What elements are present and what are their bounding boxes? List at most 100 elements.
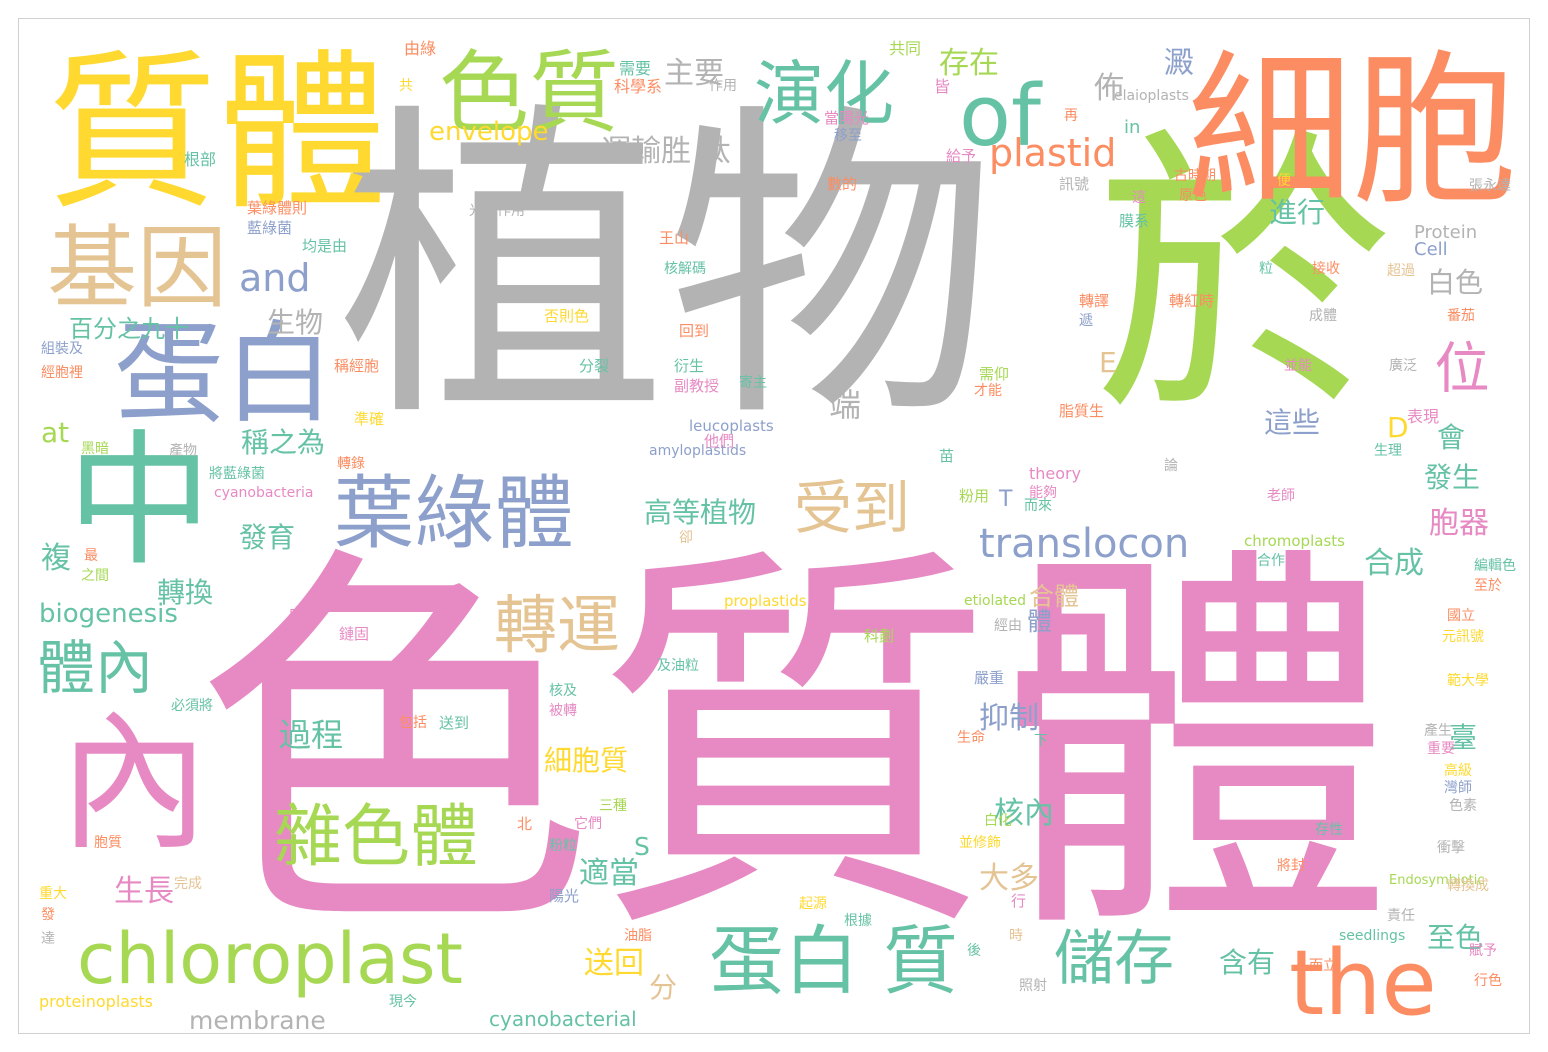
word-198: 現今 — [389, 994, 417, 1010]
word-3: 細胞 — [1187, 35, 1517, 227]
word-95: 數的 — [827, 175, 858, 193]
word-12: 葉綠體 — [334, 467, 574, 560]
word-28: envelope — [429, 117, 549, 147]
word-98: 藍綠菌 — [247, 219, 293, 237]
word-34: membrane — [189, 1006, 326, 1034]
word-155: 元訊號 — [1442, 629, 1484, 645]
word-113: 回到 — [679, 322, 710, 340]
word-7: 蛋白 — [114, 310, 334, 438]
word-4: 質體 — [47, 35, 388, 233]
word-140: 粉用 — [959, 487, 990, 505]
word-116: 遞 — [1079, 313, 1093, 329]
word-191: 油脂 — [624, 928, 652, 944]
word-144: 最 — [84, 548, 98, 564]
word-172: 胞質 — [94, 835, 122, 851]
word-138: 論 — [1164, 458, 1178, 474]
word-23: 位 — [1425, 339, 1489, 394]
word-197: 行色 — [1474, 973, 1502, 989]
word-6: 內 — [59, 697, 210, 871]
word-149: 至於 — [1474, 578, 1502, 594]
word-171: 色素 — [1449, 798, 1477, 814]
word-108: 核解碼 — [664, 261, 706, 277]
word-96: 光合作用 — [469, 203, 525, 219]
word-133: 黑暗 — [81, 441, 109, 457]
word-29: biogenesis — [39, 599, 178, 629]
word-104: 原色 — [1179, 188, 1207, 204]
word-176: 粉粒 — [549, 838, 577, 854]
word-50: 胞器 — [1429, 506, 1489, 541]
word-120: 分裂 — [579, 357, 610, 375]
word-165: 生命 — [957, 730, 985, 746]
word-82: proteinoplasts — [39, 992, 154, 1011]
word-60: at — [41, 416, 70, 449]
word-27: 存在 — [939, 46, 999, 81]
word-15: 蛋白 質 — [709, 917, 958, 1005]
word-49: 至色 — [1427, 921, 1484, 954]
word-185: 達 — [41, 931, 55, 947]
word-30: 百分之九十 — [69, 315, 189, 343]
word-0: 色質體 — [194, 516, 1394, 981]
word-159: 範大學 — [1447, 673, 1489, 689]
word-147: 合作 — [1257, 553, 1285, 569]
word-65: D — [1387, 411, 1409, 444]
word-183: 重大 — [39, 886, 67, 902]
word-117: 成體 — [1309, 308, 1337, 324]
word-40: 適當 — [579, 856, 639, 891]
word-180: 衝擊 — [1437, 840, 1465, 856]
word-87: 作用 — [709, 78, 737, 94]
word-73: leucoplasts — [689, 417, 774, 435]
word-122: 經胞裡 — [41, 365, 83, 381]
word-64: S — [634, 832, 650, 861]
word-43: 進行 — [1269, 196, 1326, 229]
word-90: 再 — [1064, 108, 1078, 124]
word-145: 之間 — [81, 568, 109, 584]
word-21: translocon — [979, 521, 1190, 567]
word-39: 核內 — [994, 796, 1054, 831]
word-86: 科學系 — [614, 77, 663, 96]
word-105: 便 — [1277, 173, 1291, 189]
word-83: 由綠 — [404, 39, 437, 58]
word-55: 發育 — [239, 521, 296, 554]
word-92: 當陽光 — [824, 109, 870, 127]
word-156: 唯一 — [264, 656, 292, 672]
word-19: 受到 — [794, 474, 911, 542]
word-163: 送到 — [439, 714, 470, 732]
word-195: 賦予 — [1469, 943, 1497, 959]
word-189: 行 — [1011, 892, 1027, 910]
word-5: 中 — [67, 417, 212, 586]
word-48: 含有 — [1219, 946, 1276, 979]
word-57: 端 — [829, 386, 862, 424]
word-46: 合成 — [1364, 546, 1424, 581]
word-81: seedlings — [1339, 928, 1406, 944]
word-194: 責任 — [1387, 908, 1415, 924]
word-37: 過程 — [279, 716, 344, 754]
word-192: 時 — [1009, 928, 1023, 944]
word-131: 他們 — [704, 432, 735, 450]
word-102: 這 — [1132, 190, 1146, 206]
word-152: 科劃 — [864, 627, 895, 645]
word-71: Cell — [1414, 239, 1448, 260]
word-199: 照射 — [1019, 978, 1047, 994]
word-77: etiolated — [964, 593, 1027, 609]
word-128: 廣泛 — [1389, 358, 1417, 374]
word-1: 植物 — [337, 77, 997, 461]
word-47: 合體 — [1029, 582, 1080, 611]
word-139: 生理 — [1374, 443, 1402, 459]
word-112: 否則色 — [544, 307, 590, 325]
word-79: theory — [1029, 464, 1082, 483]
word-56: 複 — [41, 541, 71, 576]
word-45: 發生 — [1424, 461, 1481, 494]
word-169: 高級 — [1444, 763, 1472, 779]
word-115: 轉紅時 — [1169, 292, 1215, 310]
word-186: 完成 — [174, 876, 202, 892]
word-59: 澱 — [1164, 46, 1194, 81]
word-63: T — [999, 487, 1013, 512]
word-44: 這些 — [1264, 406, 1321, 439]
word-16: 雜色體 — [274, 798, 479, 877]
word-78: chromoplasts — [1244, 532, 1345, 550]
word-127: 並能 — [1284, 358, 1312, 374]
word-167: 產生 — [1424, 723, 1452, 739]
word-58: 佈 — [1094, 71, 1124, 106]
word-10: of — [959, 67, 1041, 166]
